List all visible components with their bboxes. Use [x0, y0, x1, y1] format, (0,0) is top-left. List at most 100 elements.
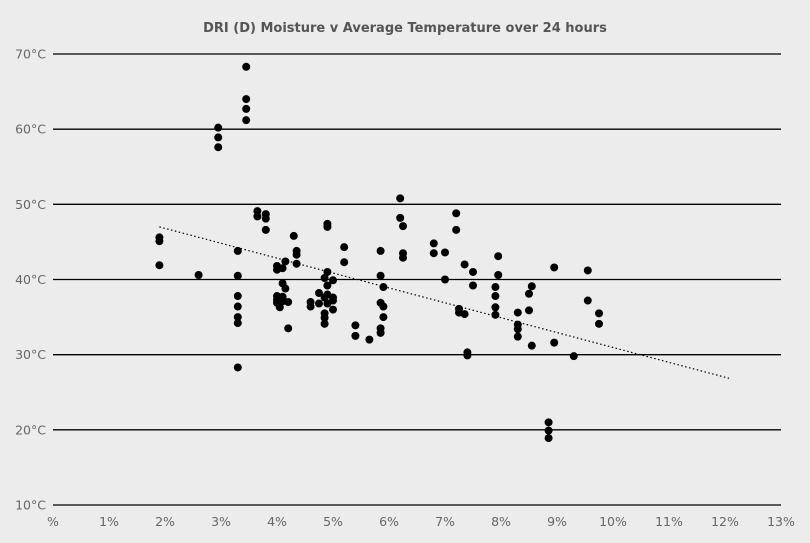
- data-point: [323, 281, 332, 290]
- data-point: [292, 259, 301, 268]
- data-point: [233, 302, 242, 311]
- data-point: [544, 418, 553, 427]
- x-tick-label: 8%: [491, 514, 511, 529]
- data-point: [214, 143, 223, 152]
- data-point: [253, 212, 262, 221]
- data-point: [275, 303, 284, 312]
- data-point: [284, 298, 293, 307]
- data-point: [550, 263, 559, 272]
- data-point: [527, 282, 536, 291]
- data-point: [583, 296, 592, 305]
- data-point: [469, 281, 477, 290]
- data-point: [194, 270, 203, 279]
- data-point: [340, 243, 349, 252]
- data-point: [233, 363, 242, 372]
- x-tick-label: 9%: [547, 514, 567, 529]
- x-tick-label: 5%: [323, 514, 343, 529]
- x-tick-label: %: [47, 514, 59, 529]
- data-point: [491, 292, 500, 301]
- gridlines: [53, 53, 781, 506]
- data-point: [379, 283, 388, 292]
- data-point: [441, 275, 449, 284]
- data-point: [261, 225, 270, 234]
- data-point: [315, 289, 323, 298]
- data-point: [242, 95, 251, 104]
- x-tick-label: 4%: [267, 514, 287, 529]
- data-point: [261, 214, 270, 223]
- data-point: [214, 123, 223, 132]
- data-point: [320, 319, 329, 328]
- data-point: [320, 273, 329, 282]
- data-point: [452, 209, 461, 218]
- data-point: [429, 239, 438, 248]
- data-point: [396, 194, 405, 203]
- data-point: [155, 261, 164, 270]
- data-point: [284, 324, 293, 333]
- data-point: [513, 332, 522, 341]
- data-point: [494, 252, 503, 261]
- data-point: [306, 302, 315, 311]
- data-point: [376, 271, 385, 280]
- data-point: [494, 270, 503, 279]
- data-point: [396, 213, 405, 222]
- y-tick-label: 20°C: [15, 422, 46, 437]
- data-point: [595, 309, 603, 318]
- data-point: [323, 222, 332, 231]
- data-point: [441, 248, 449, 257]
- x-tick-label: 13%: [767, 514, 795, 529]
- data-point: [460, 260, 469, 269]
- data-point: [214, 133, 223, 142]
- data-point: [233, 246, 242, 255]
- data-point: [460, 310, 469, 319]
- chart-title: DRI (D) Moisture v Average Temperature o…: [203, 21, 607, 36]
- data-point: [595, 319, 603, 328]
- data-point: [463, 351, 472, 360]
- data-point: [233, 271, 242, 280]
- x-tick-label: 1%: [99, 514, 119, 529]
- data-point: [233, 292, 242, 301]
- x-tick-label: 12%: [711, 514, 739, 529]
- data-point: [365, 335, 374, 344]
- x-axis-tick-labels: % 1% 2% 3% 4% 5% 6% 7% 8% 9% 10% 11% 12% 13%: [47, 514, 795, 529]
- data-point: [583, 266, 592, 275]
- data-point: [452, 225, 461, 234]
- data-point: [376, 328, 385, 337]
- data-point: [491, 310, 500, 319]
- data-point: [281, 257, 290, 266]
- data-point: [491, 283, 500, 292]
- data-point: [289, 231, 298, 240]
- data-point: [242, 104, 251, 113]
- data-point: [525, 289, 533, 298]
- data-point: [329, 296, 337, 305]
- data-point: [340, 258, 349, 267]
- data-point: [242, 62, 251, 71]
- data-point: [329, 276, 337, 285]
- x-tick-label: 11%: [655, 514, 683, 529]
- x-tick-label: 3%: [211, 514, 231, 529]
- data-point: [351, 331, 360, 340]
- data-point: [525, 306, 533, 315]
- data-point: [278, 264, 287, 273]
- data-point: [491, 303, 500, 312]
- data-point: [379, 313, 388, 322]
- data-point: [242, 116, 251, 125]
- y-tick-label: 60°C: [15, 122, 46, 137]
- data-point: [315, 299, 323, 308]
- x-tick-label: 6%: [379, 514, 399, 529]
- data-point: [550, 338, 559, 347]
- data-point: [323, 267, 332, 276]
- data-point: [513, 325, 522, 334]
- data-points: [155, 62, 603, 443]
- data-point: [544, 434, 553, 443]
- data-point: [292, 250, 301, 259]
- data-point: [376, 246, 385, 255]
- data-point: [329, 305, 337, 314]
- data-point: [469, 267, 477, 276]
- data-point: [233, 313, 242, 322]
- y-tick-label: 10°C: [15, 498, 46, 513]
- data-point: [569, 352, 578, 361]
- x-tick-label: 7%: [435, 514, 455, 529]
- y-tick-label: 70°C: [15, 47, 46, 62]
